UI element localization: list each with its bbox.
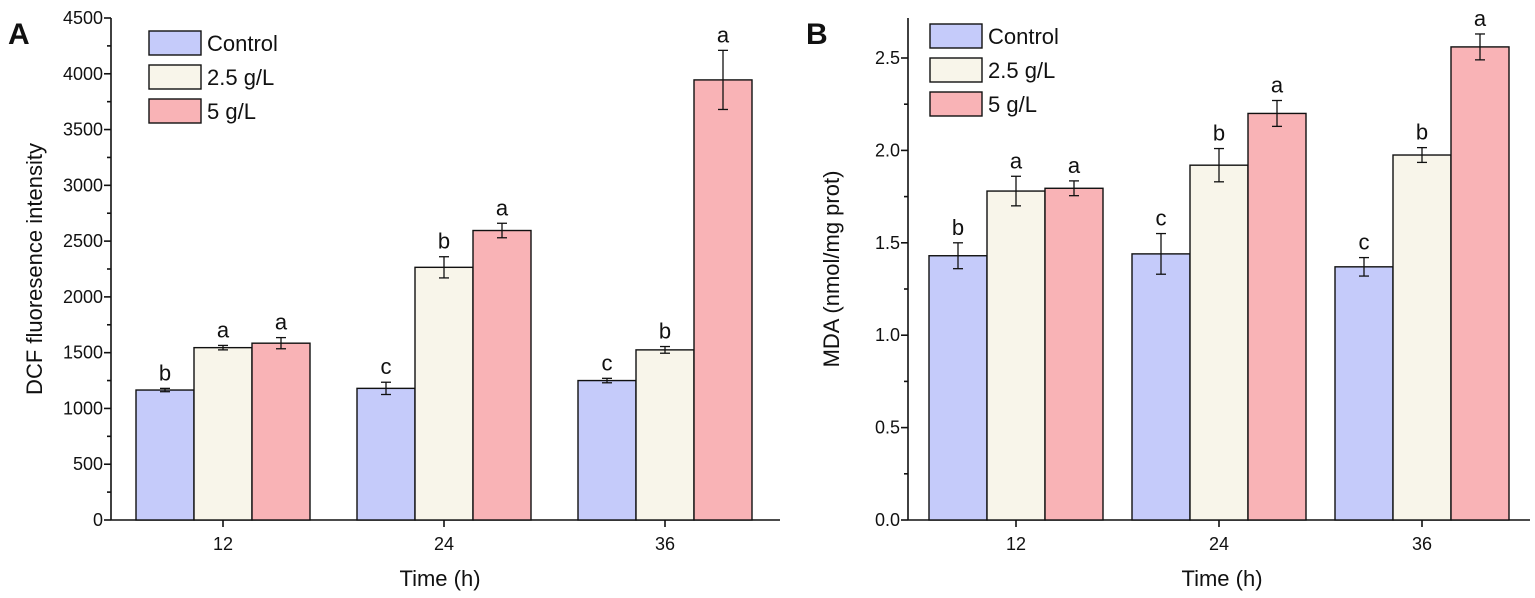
panel-a-ytick-label: 1000 <box>63 398 103 418</box>
panel-b-bar <box>986 190 1046 521</box>
panel-a-legend-swatch <box>148 98 202 124</box>
panel-b-legend-swatch <box>929 91 983 117</box>
panel-a-sig-label: b <box>438 229 450 254</box>
panel-b-bar <box>1189 164 1249 521</box>
panel-a-xtick-label: 12 <box>213 534 233 554</box>
panel-b-xtick-label: 12 <box>1006 534 1026 554</box>
panel-b-xtick-label: 24 <box>1209 534 1229 554</box>
panel-a-sig-label: a <box>217 317 230 342</box>
panel-b-xtick-label: 36 <box>1412 534 1432 554</box>
panel-b-legend-label: 2.5 g/L <box>988 58 1055 83</box>
panel-b-sig-label: b <box>1213 121 1225 146</box>
panel-b-bar <box>928 255 988 521</box>
panel-a-sig-label: b <box>659 319 671 344</box>
panel-b-sig-label: b <box>1416 120 1428 145</box>
panel-a-bar <box>356 387 416 521</box>
panel-a-legend-label: 5 g/L <box>207 99 256 124</box>
panel-b-ytick-label: 0.5 <box>875 418 900 438</box>
panel-a-ytick-label: 3000 <box>63 175 103 195</box>
panel-a-legend-label: Control <box>207 31 278 56</box>
panel-b-bar <box>1131 253 1191 521</box>
panel-a-legend-swatch <box>148 64 202 90</box>
panel-a-ytick-label: 0 <box>93 510 103 530</box>
panel-b-bar <box>1450 46 1510 521</box>
panel-a-bar <box>635 349 695 521</box>
panel-a-bar <box>577 379 637 521</box>
panel-a-bar <box>193 346 253 521</box>
panel-b-ytick-label: 0.0 <box>875 510 900 530</box>
panel-b-legend-swatch <box>929 23 983 49</box>
panel-a-xlabel: Time (h) <box>399 566 480 591</box>
panel-a-sig-label: b <box>159 360 171 385</box>
panel-b: B MDA (nmol/mg prot) Time (h) 0.0 0.5 1.0 1… <box>806 6 1530 591</box>
panel-a-bar <box>693 79 753 521</box>
panel-b-ytick-label: 1.5 <box>875 233 900 253</box>
panel-a-sig-label: a <box>275 310 288 335</box>
panel-a-ylabel: DCF fluoresence intensity <box>22 143 47 395</box>
panel-b-bar <box>1044 187 1104 521</box>
panel-b-ytick-label: 2.0 <box>875 140 900 160</box>
panel-a-bar <box>414 266 474 521</box>
panel-a-legend-label: 2.5 g/L <box>207 65 274 90</box>
panel-a-bar <box>472 229 532 521</box>
panel-a-sig-label: c <box>602 350 613 375</box>
panel-b-ytick-label: 2.5 <box>875 48 900 68</box>
panel-a-bar <box>251 342 311 521</box>
panel-a-sig-label: c <box>381 354 392 379</box>
panel-b-bar <box>1247 112 1307 521</box>
panel-a-xtick-label: 36 <box>655 534 675 554</box>
panel-b-ytick-label: 1.0 <box>875 325 900 345</box>
panel-b-bar <box>1334 266 1394 521</box>
panel-letter-a: A <box>8 18 30 51</box>
panel-a-xtick-label: 24 <box>434 534 454 554</box>
panel-b-ylabel: MDA (nmol/mg prot) <box>819 171 844 368</box>
panel-b-legend-swatch <box>929 57 983 83</box>
panel-b-legend-label: 5 g/L <box>988 92 1037 117</box>
panel-b-xlabel: Time (h) <box>1181 566 1262 591</box>
panel-a-sig-label: a <box>717 22 730 47</box>
panel-a-ytick-label: 2000 <box>63 287 103 307</box>
panel-a-sig-label: a <box>496 195 509 220</box>
panel-a-ytick-label: 500 <box>73 454 103 474</box>
panel-b-sig-label: a <box>1474 6 1487 31</box>
panel-a-ytick-label: 2500 <box>63 231 103 251</box>
panel-b-legend-label: Control <box>988 24 1059 49</box>
panel-b-sig-label: c <box>1156 206 1167 231</box>
panel-letter-b: B <box>806 18 828 51</box>
panel-a-bar <box>135 389 195 521</box>
panel-b-sig-label: b <box>952 215 964 240</box>
panel-a-legend-swatch <box>148 30 202 56</box>
panel-b-bar <box>1392 154 1452 521</box>
panel-b-sig-label: a <box>1271 73 1284 98</box>
panel-b-sig-label: a <box>1068 153 1081 178</box>
panel-a-ytick-label: 1500 <box>63 343 103 363</box>
panel-b-sig-label: c <box>1359 230 1370 255</box>
panel-a-ytick-label: 4000 <box>63 64 103 84</box>
panel-b-sig-label: a <box>1010 148 1023 173</box>
panel-a: A DCF fluoresence intensity Time (h) 0 50… <box>8 8 780 591</box>
panel-a-ytick-label: 4500 <box>63 8 103 28</box>
panel-a-ytick-label: 3500 <box>63 120 103 140</box>
